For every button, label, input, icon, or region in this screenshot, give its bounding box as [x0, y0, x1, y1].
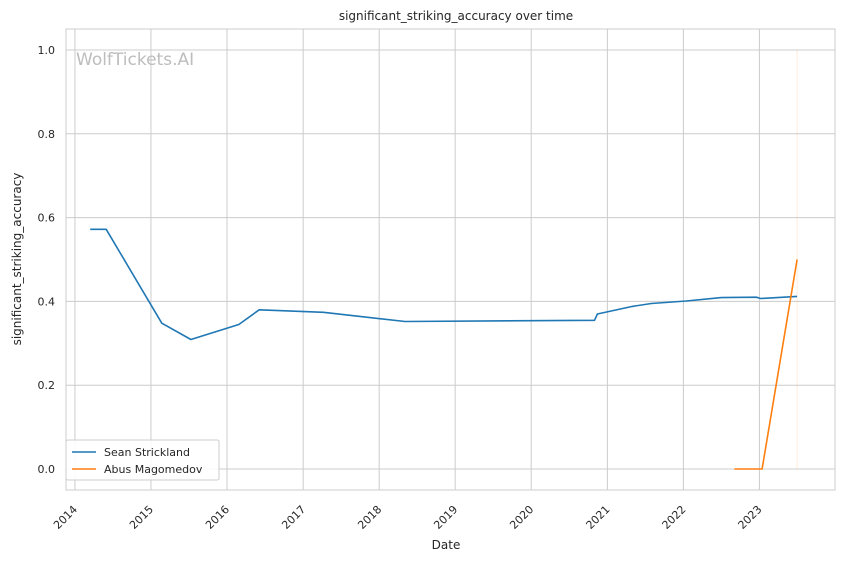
- x-tick-label: 2020: [507, 503, 536, 532]
- x-tick-label: 2016: [203, 503, 232, 532]
- y-axis-label: significant_striking_accuracy: [10, 173, 24, 346]
- legend: Sean Strickland Abus Magomedov: [65, 439, 220, 481]
- x-axis-label: Date: [432, 538, 461, 552]
- x-tick-label: 2014: [51, 503, 80, 532]
- series-line-abus-magomedov: [734, 259, 798, 470]
- legend-box: [65, 439, 220, 481]
- x-tick-label: 2022: [660, 503, 689, 532]
- series-layer: [90, 49, 798, 470]
- chart-title: significant_striking_accuracy over time: [339, 9, 573, 23]
- y-tick-label: 0.6: [38, 212, 56, 225]
- series-line-sean-strickland: [90, 228, 798, 341]
- y-tick-label: 0.4: [38, 295, 56, 308]
- x-tick-label: 2023: [736, 503, 765, 532]
- x-tick-label: 2018: [355, 503, 384, 532]
- y-axis: 0.0 0.2 0.4 0.6 0.8 1.0: [38, 44, 56, 476]
- grid: [66, 29, 835, 490]
- x-axis: 2014 2015 2016 2017 2018 2019 2020 2021 2022 2023: [51, 503, 764, 532]
- y-tick-label: 0.8: [38, 128, 56, 141]
- x-tick-label: 2015: [127, 503, 156, 532]
- y-tick-label: 0.0: [38, 463, 56, 476]
- x-tick-label: 2021: [584, 503, 613, 532]
- plot-area: [65, 28, 836, 491]
- y-tick-label: 0.2: [38, 379, 56, 392]
- x-tick-label: 2019: [431, 503, 460, 532]
- legend-label-sean-strickland: Sean Strickland: [104, 446, 190, 459]
- y-tick-label: 1.0: [38, 44, 56, 57]
- x-tick-label: 2017: [279, 503, 308, 532]
- watermark: WolfTickets.AI: [76, 50, 194, 70]
- legend-label-abus-magomedov: Abus Magomedov: [104, 463, 203, 476]
